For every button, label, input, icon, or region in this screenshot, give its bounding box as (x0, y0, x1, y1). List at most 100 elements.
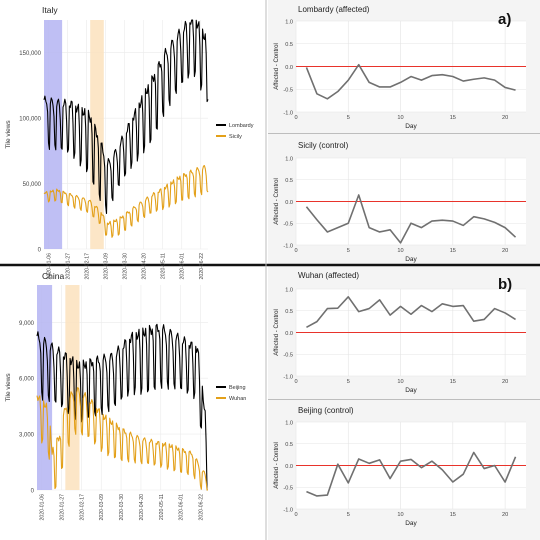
china-title: China (42, 271, 64, 281)
sicily-xtick-label: 5 (347, 248, 350, 254)
italy-xtick-label: 2020-03-09 (104, 253, 110, 280)
beijing-ytick-label: 0.5 (285, 442, 293, 448)
lombardy-xtick-label: 0 (294, 115, 297, 121)
sicily-ytick-label: 1.0 (285, 156, 293, 162)
beijing-xtick-label: 15 (450, 512, 456, 518)
china-ylabel: Tile views (5, 373, 12, 402)
lombardy-ytick-label: -1.0 (283, 110, 293, 116)
china-xtick-label: 2020-06-22 (198, 494, 204, 521)
italy-title: Italy (42, 5, 58, 15)
sicily-xlabel: Day (405, 256, 417, 263)
wuhan-xtick-label: 10 (397, 379, 403, 385)
beijing-xtick-label: 5 (347, 512, 350, 518)
sicily-ytick-label: 0.0 (285, 200, 293, 206)
sicily-xtick-label: 15 (450, 248, 456, 254)
lombardy-xtick-label: 15 (450, 115, 456, 121)
beijing-ytick-label: -1.0 (283, 507, 293, 513)
wuhan-ytick-label: -1.0 (283, 374, 293, 380)
wuhan-title: Wuhan (affected) (298, 271, 359, 280)
italy-chart: 0 50,000 100,000 150,000 2020-01-06 2020-01-2… (5, 5, 254, 280)
china-ytick-label: 0 (31, 489, 35, 495)
lombardy-chart: -1.0 -0.5 0.0 0.5 1.0 0 5 10 15 20 Lombardy (affec… (274, 5, 526, 130)
china-xtick-label: 2020-06-01 (179, 494, 185, 521)
wuhan-ytick-label: 1.0 (285, 287, 293, 293)
wuhan-ytick-label: 0.5 (285, 309, 293, 315)
lombardy-ytick-label: 0.0 (285, 65, 293, 71)
sicily-ytick-label: 0.5 (285, 178, 293, 184)
lombardy-ylabel: Affected - Control (274, 43, 280, 90)
italy-xtick-label: 2020-04-20 (142, 253, 148, 280)
sicily-chart: -1.0 -0.5 0.0 0.5 1.0 0 5 10 15 20 Sicily (control… (274, 141, 526, 263)
wuhan-series-line (306, 296, 516, 328)
wuhan-chart: -1.0 -0.5 0.0 0.5 1.0 0 5 10 15 20 Wuhan (affected… (274, 271, 526, 394)
italy-xtick-label: 2020-01-27 (66, 253, 72, 280)
italy-xtick-label: 2020-06-01 (180, 253, 186, 280)
lombardy-series-line (305, 63, 516, 100)
panel-label-b: b) (498, 276, 512, 293)
china-xtick-label: 2020-02-17 (79, 494, 85, 521)
beijing-ylabel: Affected - Control (274, 442, 280, 489)
wuhan-ylabel: Affected - Control (274, 309, 280, 356)
italy-xtick-label: 2020-02-17 (85, 253, 91, 280)
lombardy-ytick-label: 0.5 (285, 42, 293, 48)
china-legend-label: Beijing (229, 385, 246, 391)
china-chart: 0 3,000 6,000 9,000 2020-01-06 2020-01-27 2020… (5, 271, 246, 521)
china-xtick-label: 2020-01-06 (40, 494, 46, 521)
italy-xtick-label: 2020-06-22 (199, 253, 205, 280)
italy-ytick-label: 50,000 (23, 182, 42, 188)
lombardy-ytick-label: 1.0 (285, 19, 293, 25)
china-xtick-label: 2020-04-20 (139, 494, 145, 521)
beijing-title: Beijing (control) (298, 406, 354, 415)
sicily-xtick-label: 0 (294, 248, 297, 254)
china-xtick-label: 2020-01-27 (60, 494, 66, 521)
china-legend-label: Wuhan (229, 396, 246, 402)
china-xtick-label: 2020-03-30 (119, 494, 125, 521)
italy-xtick-label: 2020-01-06 (47, 253, 53, 280)
wuhan-ytick-label: -0.5 (283, 353, 293, 359)
italy-xtick-label: 2020-03-30 (123, 253, 129, 280)
sicily-title: Sicily (control) (298, 141, 349, 150)
lombardy-xlabel: Day (405, 123, 417, 130)
wuhan-ytick-label: 0.0 (285, 331, 293, 337)
italy-ylabel: Tile views (5, 120, 12, 149)
lombardy-title: Lombardy (affected) (298, 5, 370, 14)
italy-ytick-label: 100,000 (19, 117, 41, 123)
beijing-ytick-label: 1.0 (285, 420, 293, 426)
lombardy-xtick-label: 5 (347, 115, 350, 121)
lombardy-xtick-label: 10 (397, 115, 403, 121)
sicily-xtick-label: 20 (502, 248, 508, 254)
lombardy-ytick-label: -0.5 (283, 88, 293, 94)
sicily-ylabel: Affected - Control (274, 178, 280, 225)
italy-series-sicily (43, 164, 209, 238)
wuhan-xtick-label: 20 (502, 379, 508, 385)
beijing-xtick-label: 10 (397, 512, 403, 518)
china-ytick-label: 6,000 (19, 377, 35, 383)
beijing-chart: -1.0 -0.5 0.0 0.5 1.0 0 5 10 15 20 Beijing (contro… (274, 406, 526, 527)
china-xtick-label: 2020-05-11 (159, 494, 165, 520)
italy-ytick-label: 0 (38, 248, 42, 254)
wuhan-xtick-label: 0 (294, 379, 297, 385)
china-series-beijing (36, 323, 208, 491)
wuhan-xtick-label: 15 (450, 379, 456, 385)
beijing-series-line (306, 451, 517, 497)
sicily-series-line (305, 194, 517, 244)
beijing-xtick-label: 20 (502, 512, 508, 518)
italy-series-lombardy (43, 19, 209, 214)
china-xtick-label: 2020-03-09 (99, 494, 105, 521)
wuhan-xlabel: Day (405, 387, 417, 394)
italy-ytick-label: 150,000 (19, 51, 41, 57)
panel-label-a: a) (498, 11, 511, 28)
italy-xtick-label: 2020-05-11 (161, 253, 167, 279)
beijing-ytick-label: -0.5 (283, 486, 293, 492)
beijing-ytick-label: 0.0 (285, 464, 293, 470)
lombardy-xtick-label: 20 (502, 115, 508, 121)
italy-legend-label: Sicily (229, 134, 242, 140)
italy-legend-label: Lombardy (229, 123, 254, 129)
beijing-xlabel: Day (405, 520, 417, 527)
wuhan-xtick-label: 5 (347, 379, 350, 385)
china-ytick-label: 9,000 (19, 321, 35, 327)
china-ytick-label: 3,000 (19, 433, 35, 439)
china-series-wuhan (36, 387, 208, 491)
